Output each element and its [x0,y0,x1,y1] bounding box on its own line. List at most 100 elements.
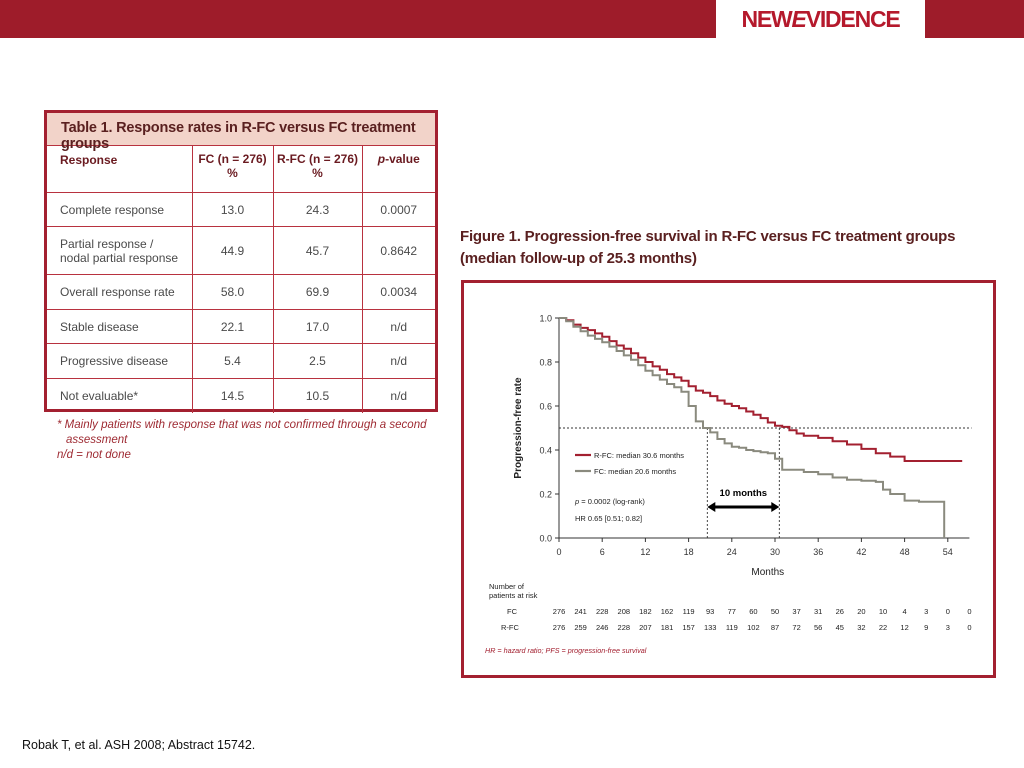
pfs-chart: 0.00.20.40.60.81.00 6 12 18 24 30 36 42 48 54Mont… [485,314,972,655]
table-row: Partial response / nodal partial response… [47,226,435,275]
at-risk-fc-count: 20 [857,607,865,616]
at-risk-fc-count: 0 [946,607,950,616]
interval-arrow-head-right [771,502,780,512]
at-risk-rfc-count: 102 [747,623,760,632]
p-value: n/d [361,309,435,344]
at-risk-rfc-count: 259 [574,623,587,632]
y-tick-label: 0.0 [539,534,552,544]
at-risk-fc-count: 182 [639,607,652,616]
x-tick-label: 36 [813,547,823,557]
y-tick-label: 1.0 [539,314,552,324]
p-value: 0.0007 [361,192,435,227]
at-risk-rfc-count: 12 [900,623,908,632]
row-label: Overall response rate [47,274,193,310]
row-label: Progressive disease [47,343,193,379]
pfs-chart-panel: 0.0 0.2 0.4 0.6 0.8 1.0 0 6 12 18 24 30 36 42 48 54 Mont… [461,280,996,678]
rfc-value: 17.0 [272,309,363,344]
rfc-value: 24.3 [272,192,363,227]
at-risk-rfc-count: 207 [639,623,652,632]
p-value-annotation: p = 0.0002 (log-rank) [574,497,645,506]
at-risk-rfc-count: 119 [726,623,738,632]
figure-title: Figure 1. Progression-free survival in R… [460,228,956,267]
at-risk-title: Number of [489,582,525,591]
x-tick-label: 48 [900,547,910,557]
at-risk-rfc-count: 181 [661,623,674,632]
header-pvalue: p-value [361,145,435,193]
at-risk-rfc-count: 3 [946,623,950,632]
at-risk-label-rfc: R-FC [501,623,519,632]
y-tick-label: 0.4 [539,446,552,456]
at-risk-rfc-count: 87 [771,623,779,632]
table-row: Stable disease 22.1 17.0 n/d [47,309,435,344]
table-header-row: Response FC (n = 276)% R-FC (n = 276)% p… [47,145,435,193]
header-rfc: R-FC (n = 276)% [272,145,363,193]
at-risk-fc-count: 4 [903,607,907,616]
rfc-value: 45.7 [272,226,363,275]
at-risk-fc-count: 10 [879,607,887,616]
table-row: Progressive disease 5.4 2.5 n/d [47,343,435,379]
row-label: Stable disease [47,309,193,344]
brand-logo: NEWEVIDENCE [716,0,925,38]
at-risk-rfc-count: 45 [836,623,844,632]
at-risk-rfc-count: 72 [792,623,800,632]
at-risk-rfc-count: 246 [596,623,609,632]
at-risk-rfc-count: 133 [704,623,717,632]
interval-arrow-head-left [707,502,716,512]
table-grid: Response FC (n = 276)% R-FC (n = 276)% p… [47,145,435,413]
fc-value: 22.1 [191,309,274,344]
logo-text: NEWEVIDENCE [741,5,900,32]
table-footnote: * Mainly patients with response that was… [57,419,427,461]
citation: Robak T, et al. ASH 2008; Abstract 15742… [22,738,256,752]
at-risk-fc-count: 77 [728,607,736,616]
at-risk-label-fc: FC [507,607,518,616]
interval-label: 10 months [720,488,768,499]
header-fc: FC (n = 276)% [191,145,274,193]
series-line-rfc [559,317,963,462]
fc-value: 14.5 [191,378,274,413]
legend-label: R-FC: median 30.6 months [594,451,684,460]
table-row: Not evaluable* 14.5 10.5 n/d [47,378,435,413]
x-tick-label: 0 [556,547,561,557]
p-value: 0.0034 [361,274,435,310]
table-row: Complete response 13.0 24.3 0.0007 [47,192,435,227]
at-risk-rfc-count: 56 [814,623,822,632]
at-risk-fc-count: 119 [683,607,695,616]
at-risk-fc-count: 93 [706,607,714,616]
table-row: Overall response rate 58.0 69.9 0.0034 [47,274,435,310]
at-risk-fc-count: 60 [749,607,757,616]
x-tick-label: 30 [770,547,780,557]
at-risk-fc-count: 162 [661,607,674,616]
fc-value: 13.0 [191,192,274,227]
at-risk-fc-count: 26 [836,607,844,616]
at-risk-fc-count: 50 [771,607,779,616]
header-response: Response [47,145,193,193]
at-risk-fc-count: 31 [814,607,822,616]
fc-value: 5.4 [191,343,274,379]
table-title: Table 1. Response rates in R-FC versus F… [47,113,435,152]
x-tick-label: 54 [943,547,953,557]
at-risk-rfc-count: 276 [553,623,566,632]
series-line-fc [559,317,946,538]
p-value: n/d [361,378,435,413]
at-risk-rfc-count: 0 [967,623,971,632]
y-tick-label: 0.2 [539,490,552,500]
y-axis-label: Progression-free rate [513,377,524,479]
p-value: n/d [361,343,435,379]
rfc-value: 10.5 [272,378,363,413]
y-tick-label: 0.8 [539,358,552,368]
fc-value: 58.0 [191,274,274,310]
at-risk-rfc-count: 32 [857,623,865,632]
rfc-value: 69.9 [272,274,363,310]
at-risk-fc-count: 241 [574,607,587,616]
at-risk-fc-count: 208 [618,607,631,616]
at-risk-rfc-count: 22 [879,623,887,632]
p-value: 0.8642 [361,226,435,275]
y-tick-label: 0.6 [539,402,552,412]
at-risk-fc-count: 3 [924,607,928,616]
x-tick-label: 42 [856,547,866,557]
x-tick-label: 24 [727,547,737,557]
rfc-value: 2.5 [272,343,363,379]
fc-value: 44.9 [191,226,274,275]
row-label: Partial response / nodal partial response [47,226,193,275]
at-risk-title: patients at risk [489,591,538,600]
